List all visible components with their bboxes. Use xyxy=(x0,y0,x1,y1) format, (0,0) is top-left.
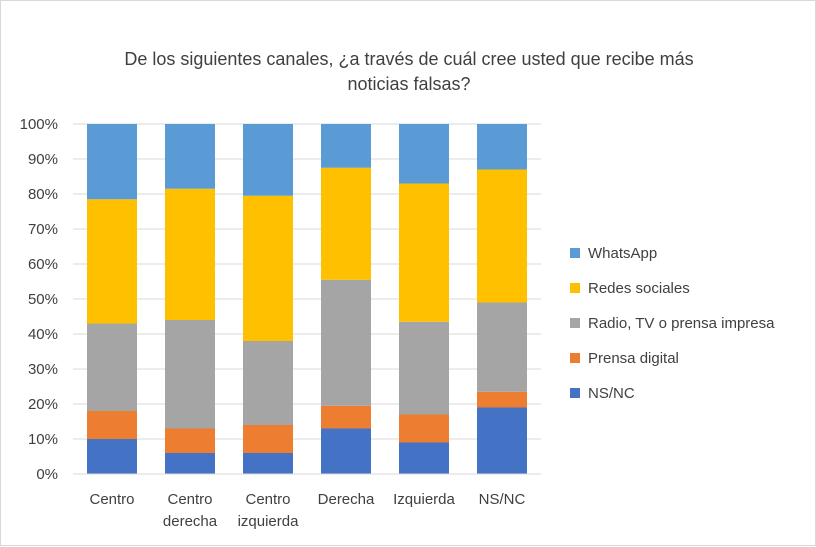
bar-segment xyxy=(321,279,371,406)
y-tick-label: 70% xyxy=(28,221,58,238)
legend-swatch xyxy=(570,248,580,258)
legend-swatch xyxy=(570,353,580,363)
chart-title-line: noticias falsas? xyxy=(347,74,470,94)
y-tick-label: 0% xyxy=(36,466,58,483)
bar-segment xyxy=(477,169,527,303)
y-tick-label: 10% xyxy=(28,431,58,448)
bar-segment xyxy=(477,124,527,170)
legend-swatch xyxy=(570,318,580,328)
y-tick-label: 100% xyxy=(20,116,58,133)
bar-segment xyxy=(477,302,527,392)
bar-segment xyxy=(165,453,215,474)
bar-segment xyxy=(243,453,293,474)
bar-segment xyxy=(321,405,371,429)
y-tick-label: 30% xyxy=(28,361,58,378)
x-category-label: derecha xyxy=(163,513,218,530)
bar-segment xyxy=(399,414,449,443)
legend-swatch xyxy=(570,388,580,398)
bar-segment xyxy=(165,428,215,453)
bar-segment xyxy=(399,321,449,415)
y-tick-label: 90% xyxy=(28,151,58,168)
y-tick-label: 50% xyxy=(28,291,58,308)
y-tick-label: 40% xyxy=(28,326,58,343)
bar-segment xyxy=(165,124,215,189)
chart-title-line: De los siguientes canales, ¿a través de … xyxy=(124,49,693,69)
legend-label: Prensa digital xyxy=(588,350,679,367)
bar-segment xyxy=(399,442,449,474)
x-category-label: Centro xyxy=(89,491,134,508)
x-category-label: Izquierda xyxy=(393,491,455,508)
bar-segment xyxy=(165,188,215,320)
bar-segment xyxy=(165,320,215,429)
bar-segment xyxy=(321,428,371,474)
bar-segment xyxy=(399,183,449,322)
bar-segment xyxy=(243,341,293,425)
bar-segment xyxy=(87,199,137,324)
bar-segment xyxy=(321,167,371,280)
bar-segment xyxy=(477,391,527,408)
bar-segment xyxy=(477,407,527,474)
x-category-label: Centro xyxy=(245,491,290,508)
legend-label: Redes sociales xyxy=(588,280,690,297)
y-tick-label: 80% xyxy=(28,186,58,203)
bar-segment xyxy=(243,124,293,196)
legend-label: WhatsApp xyxy=(588,245,657,262)
bar-segment xyxy=(321,124,371,168)
bar-segment xyxy=(87,411,137,439)
legend-label: NS/NC xyxy=(588,385,635,402)
bar-segment xyxy=(87,439,137,474)
bar-segment xyxy=(243,195,293,341)
x-category-label: Centro xyxy=(167,491,212,508)
legend-label: Radio, TV o prensa impresa xyxy=(588,315,775,332)
bar-segment xyxy=(87,124,137,200)
x-category-label: NS/NC xyxy=(479,491,526,508)
y-tick-label: 60% xyxy=(28,256,58,273)
bar-segment xyxy=(399,124,449,184)
bar-segment xyxy=(87,323,137,411)
y-tick-label: 20% xyxy=(28,396,58,413)
bar-segment xyxy=(243,425,293,453)
x-category-label: izquierda xyxy=(238,513,300,530)
x-category-label: Derecha xyxy=(318,491,375,508)
legend-swatch xyxy=(570,283,580,293)
